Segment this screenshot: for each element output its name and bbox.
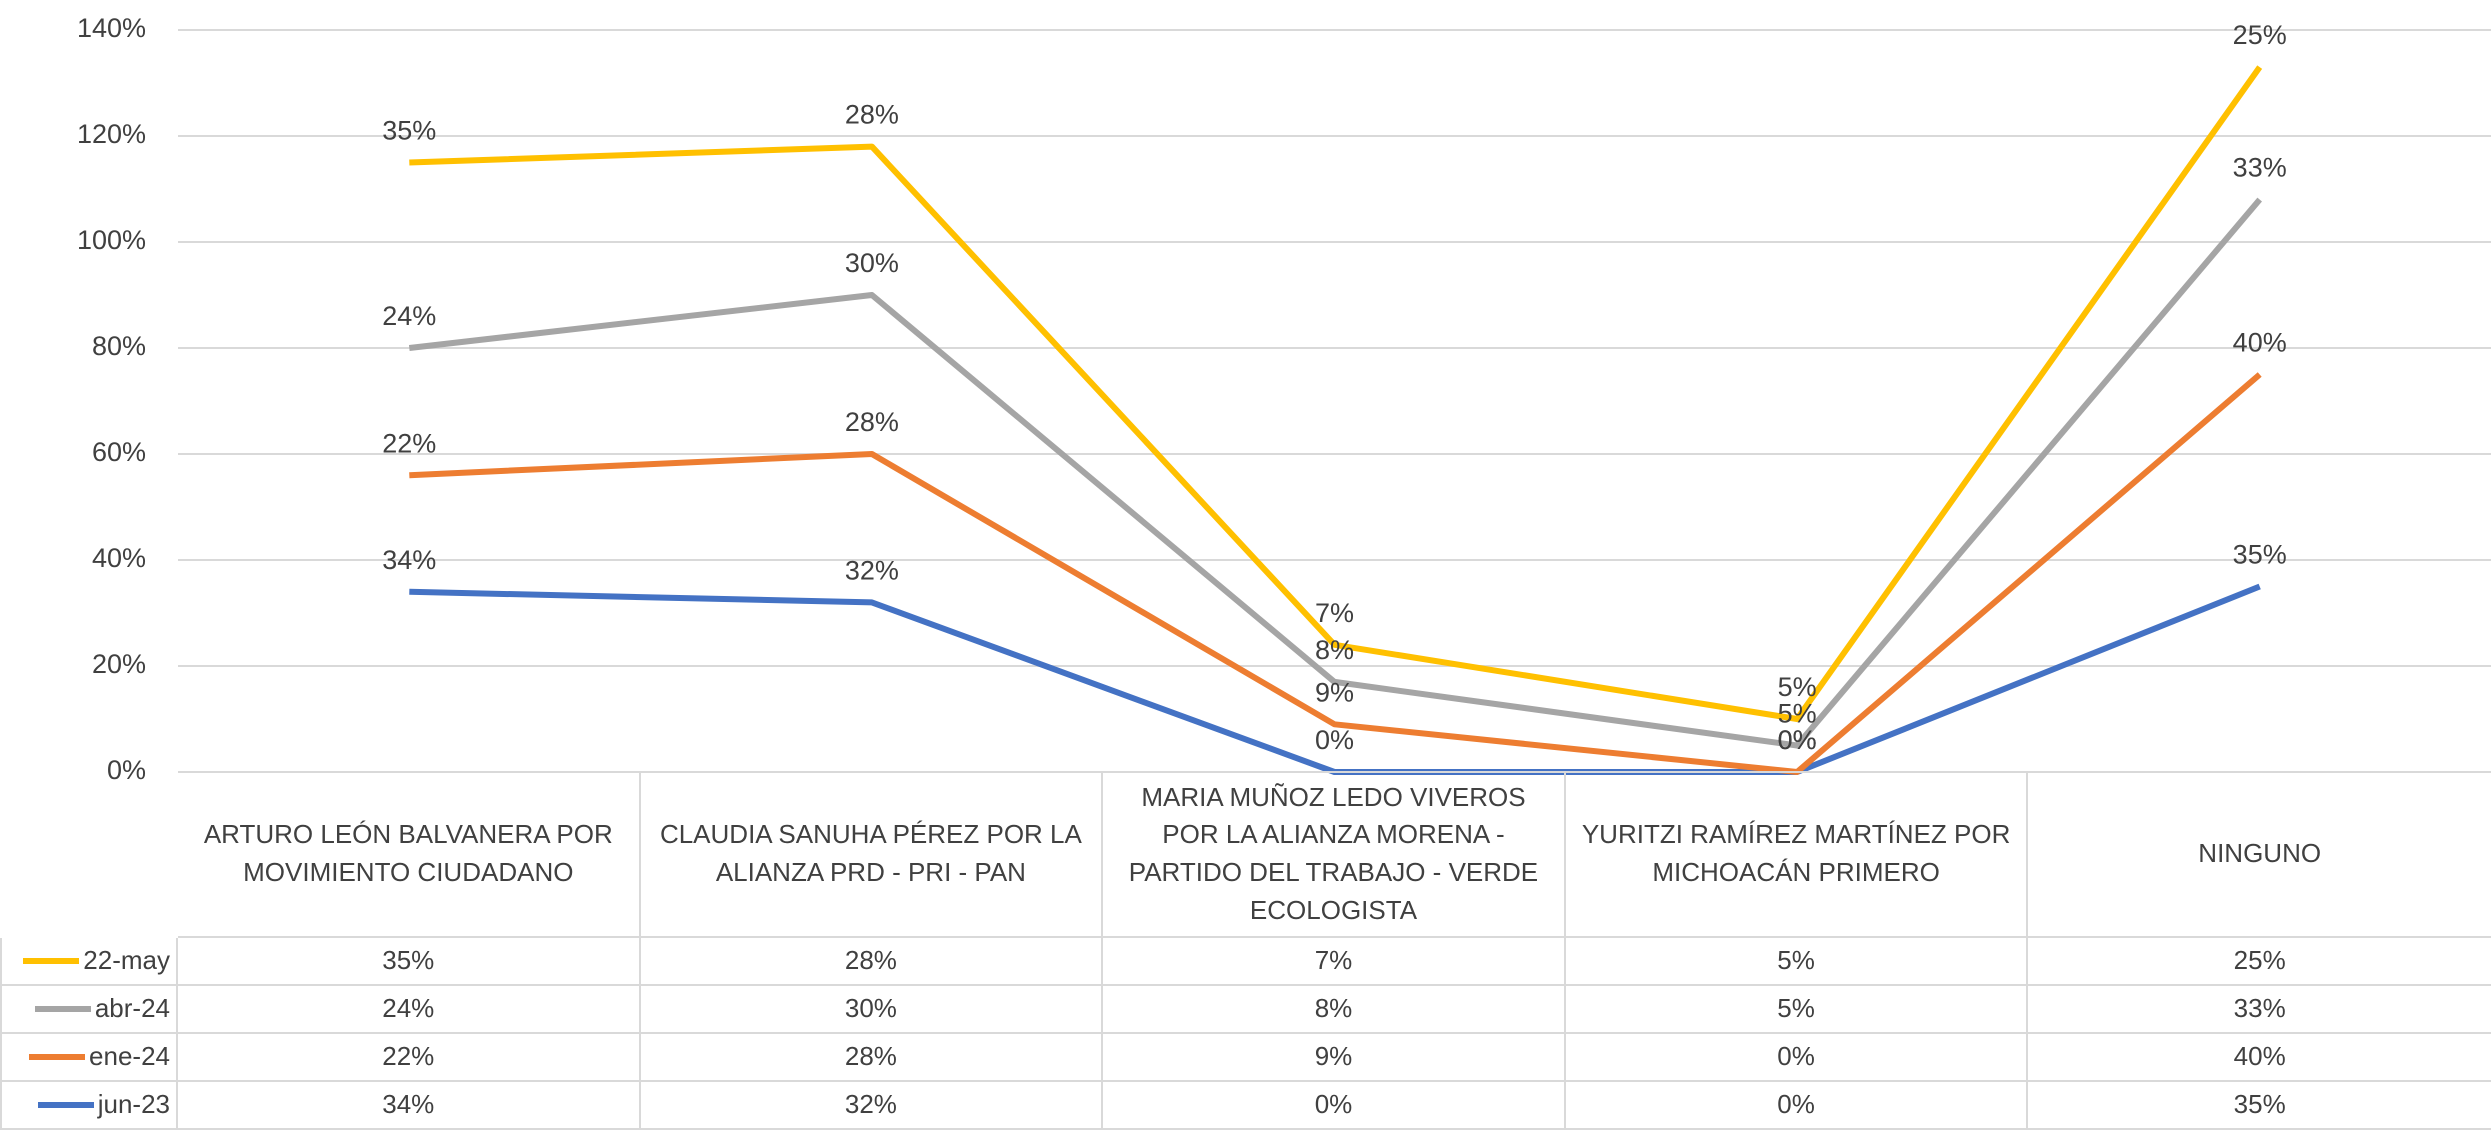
- data-label: 25%: [2233, 20, 2287, 50]
- data-label: 0%: [1778, 725, 1817, 755]
- y-tick-label: 100%: [77, 225, 146, 255]
- legend-cell: 22-may: [0, 938, 178, 986]
- data-label: 34%: [382, 545, 436, 575]
- table-cell: 35%: [2028, 1082, 2491, 1130]
- table-cell: 28%: [640, 1034, 1104, 1082]
- table-cell: 25%: [2028, 938, 2491, 986]
- data-label: 9%: [1315, 677, 1354, 707]
- table-cell: 28%: [640, 938, 1104, 986]
- data-label: 30%: [845, 248, 899, 278]
- y-tick-label: 20%: [92, 649, 146, 679]
- data-label: 28%: [845, 407, 899, 437]
- data-label: 28%: [845, 100, 899, 130]
- series-line: [409, 372, 2262, 775]
- table-cell: 0%: [1565, 1082, 2029, 1130]
- y-tick-label: 120%: [77, 119, 146, 149]
- data-label: 5%: [1778, 699, 1817, 729]
- category-header: MARIA MUÑOZ LEDO VIVEROS POR LA ALIANZA …: [1103, 772, 1566, 938]
- legend-label: ene-24: [89, 1041, 170, 1072]
- table-cell: 5%: [1565, 986, 2029, 1034]
- table-cell: 24%: [178, 986, 641, 1034]
- y-tick-label: 40%: [92, 543, 146, 573]
- data-label: 35%: [382, 116, 436, 146]
- data-label: 0%: [1315, 725, 1354, 755]
- legend-cell: abr-24: [0, 986, 178, 1034]
- data-label: 22%: [382, 428, 436, 458]
- table-cell: 5%: [1565, 938, 2029, 986]
- category-header: NINGUNO: [2028, 772, 2491, 938]
- table-cell: 0%: [1565, 1034, 2029, 1082]
- legend-swatch: [23, 958, 80, 964]
- table-cell: 22%: [178, 1034, 641, 1082]
- category-header: CLAUDIA SANUHA PÉREZ POR LA ALIANZA PRD …: [640, 772, 1104, 938]
- table-cell: 7%: [1103, 938, 1566, 986]
- legend-label: abr-24: [94, 993, 170, 1024]
- y-tick-label: 80%: [92, 331, 146, 361]
- legend-swatch: [29, 1054, 86, 1060]
- y-tick-label: 60%: [92, 437, 146, 467]
- legend-cell: jun-23: [0, 1082, 178, 1130]
- legend-swatch: [34, 1006, 91, 1012]
- table-cell: 40%: [2028, 1034, 2491, 1082]
- table-cell: 32%: [640, 1082, 1104, 1130]
- data-label: 32%: [845, 556, 899, 586]
- data-label: 35%: [2233, 540, 2287, 570]
- category-header: ARTURO LEÓN BALVANERA POR MOVIMIENTO CIU…: [178, 772, 641, 938]
- table-cell: 9%: [1103, 1034, 1566, 1082]
- y-tick-label: 0%: [107, 755, 146, 785]
- series-line: [409, 65, 2263, 722]
- table-cell: 33%: [2028, 986, 2491, 1034]
- series-line: [408, 197, 2262, 749]
- table-cell: 34%: [178, 1082, 641, 1130]
- data-label: 7%: [1315, 598, 1354, 628]
- legend-label: jun-23: [97, 1089, 170, 1120]
- category-header: YURITZI RAMÍREZ MARTÍNEZ POR MICHOACÁN P…: [1565, 772, 2029, 938]
- data-label: 5%: [1778, 672, 1817, 702]
- legend-cell: ene-24: [0, 1034, 178, 1082]
- data-label: 0%: [1778, 725, 1817, 755]
- data-label: 33%: [2233, 153, 2287, 183]
- table-cell: 8%: [1103, 986, 1566, 1034]
- data-label: 8%: [1315, 635, 1354, 665]
- y-tick-label: 140%: [77, 13, 146, 43]
- table-cell: 30%: [640, 986, 1104, 1034]
- data-label: 24%: [382, 301, 436, 331]
- data-label: 40%: [2233, 328, 2287, 358]
- table-cell: 35%: [178, 938, 641, 986]
- legend-swatch: [37, 1102, 94, 1108]
- table-cell: 0%: [1103, 1082, 1566, 1130]
- legend-label: 22-may: [83, 945, 170, 976]
